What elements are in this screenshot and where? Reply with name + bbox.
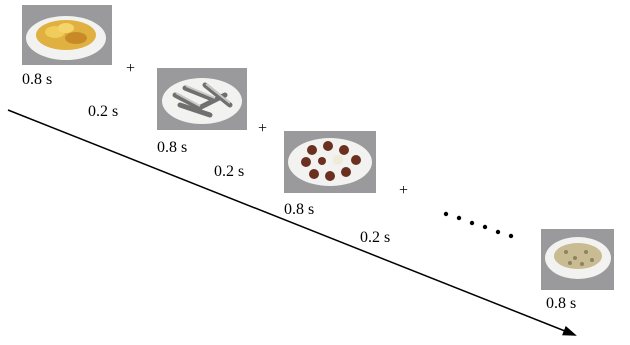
fixation-cross: + [126,60,135,77]
duration-label: 0.8 s [157,139,187,156]
nonfood-image [157,68,247,130]
duration-label: 0.8 s [22,71,52,88]
paradigm-diagram: 0.8 s + 0.2 s 0.8 s + 0.2 s 0.8 s + 0.2 … [0,0,630,345]
ellipsis-dots [444,212,513,238]
duration-label: 0.8 s [546,295,576,312]
fixation-cross: + [258,120,267,137]
interval-label: 0.2 s [214,163,244,180]
food-image [284,131,376,193]
duration-label: 0.8 s [284,201,314,218]
interval-label: 0.2 s [88,103,118,120]
fixation-cross: + [399,182,408,199]
food-image [541,229,614,290]
food-image [22,5,112,65]
interval-label: 0.2 s [360,229,390,246]
